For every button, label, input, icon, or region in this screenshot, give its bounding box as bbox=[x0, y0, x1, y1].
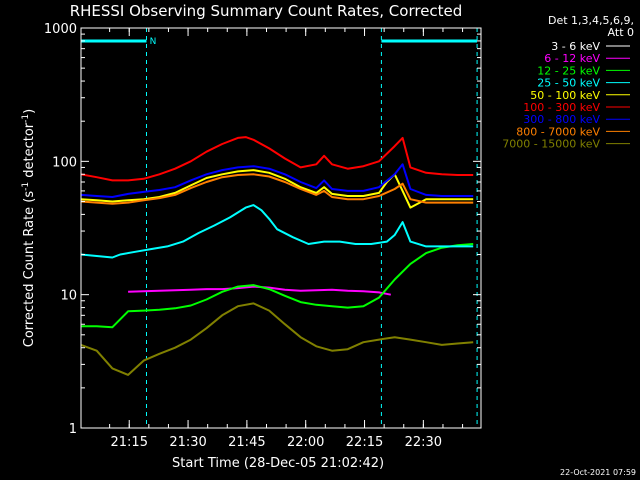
plot-frame bbox=[80, 27, 482, 429]
legend-label-5: 100 - 300 keV bbox=[523, 101, 600, 114]
y-tick-label-3: 1000 bbox=[44, 22, 77, 37]
x-tick-label-0: 21:15 bbox=[111, 435, 148, 450]
y-tick-label-0: 1 bbox=[69, 422, 77, 437]
series-line-2 bbox=[81, 243, 474, 329]
footer-timestamp: 22-Oct-2021 07:59 bbox=[560, 468, 636, 477]
plot-area: N bbox=[81, 28, 478, 428]
x-tick-label-1: 21:30 bbox=[169, 435, 206, 450]
legend-label-3: 25 - 50 keV bbox=[537, 77, 600, 90]
legend-header-2: Att 0 bbox=[608, 26, 634, 39]
x-tick-label-3: 22:00 bbox=[287, 435, 324, 450]
series-line-6 bbox=[81, 163, 474, 198]
legend-label-2: 12 - 25 keV bbox=[537, 64, 600, 77]
x-tick-label-5: 22:30 bbox=[405, 435, 442, 450]
x-tick-label-4: 22:15 bbox=[346, 435, 383, 450]
x-tick-label-2: 21:45 bbox=[228, 435, 265, 450]
flag-marker-label: N bbox=[150, 37, 157, 47]
legend-header-1: Det 1,3,4,5,6,9, bbox=[548, 14, 634, 27]
axes: 1 10 100 1000 21:15 21:30 21:45 22:00 22:15 22:30 bbox=[44, 22, 481, 450]
series-line-1 bbox=[128, 285, 391, 296]
y-label-part1: Corrected Count Rate (s bbox=[22, 191, 37, 348]
series-line-5 bbox=[81, 136, 474, 182]
y-label-part3: ) bbox=[22, 109, 37, 114]
legend-label-7: 800 - 7000 keV bbox=[516, 125, 600, 138]
x-axis-label: Start Time (28-Dec-05 21:02:42) bbox=[172, 456, 384, 471]
legend-label-4: 50 - 100 keV bbox=[530, 89, 600, 102]
series-line-0 bbox=[189, 356, 396, 414]
y-tick-label-1: 10 bbox=[60, 289, 77, 304]
y-label-exp2: -1 bbox=[21, 114, 31, 123]
series-line-3 bbox=[81, 204, 474, 259]
y-tick-label-2: 100 bbox=[52, 155, 77, 170]
y-label-exp1: -1 bbox=[21, 182, 31, 191]
y-axis-label: Corrected Count Rate (s-1 detector-1) bbox=[21, 109, 37, 347]
series-line-7 bbox=[81, 173, 474, 205]
chart-title: RHESSI Observing Summary Count Rates, Co… bbox=[70, 2, 463, 20]
legend-label-1: 6 - 12 keV bbox=[544, 52, 600, 65]
legend-label-8: 7000 - 15000 keV bbox=[502, 138, 600, 151]
series-line-8 bbox=[81, 302, 474, 376]
legend-label-6: 300 - 800 keV bbox=[523, 113, 600, 126]
legend-label-0: 3 - 6 keV bbox=[551, 40, 600, 53]
series-line-4 bbox=[81, 169, 474, 209]
y-label-part2: detector bbox=[22, 122, 37, 182]
